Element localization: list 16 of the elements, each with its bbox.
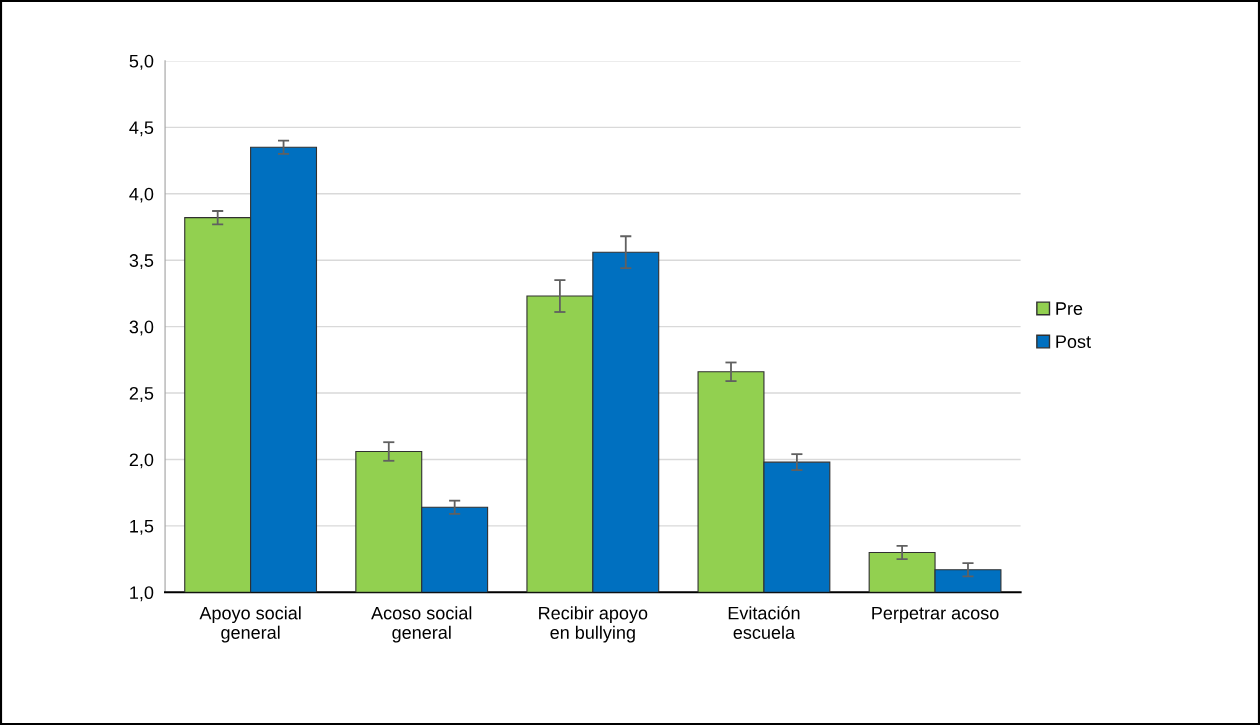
y-tick-label: 4,0 xyxy=(129,187,154,203)
y-tick-label: 2,5 xyxy=(129,386,154,402)
y-tick-label: 5,0 xyxy=(129,54,154,70)
x-tick-label: Acoso social general xyxy=(371,606,472,643)
y-tick-label: 1,5 xyxy=(130,520,154,535)
x-tick-label: Apoyo social general xyxy=(199,606,301,643)
x-tick-label: Evitación escuela xyxy=(728,606,800,639)
x-tick-label: Perpetrar acoso xyxy=(872,606,999,624)
x-tick-label: Recibir apoyo en bullying xyxy=(539,606,648,643)
legend-label: Pre xyxy=(1056,302,1083,315)
y-tick-label: 1,0 xyxy=(130,586,154,602)
y-tick-label: 4,5 xyxy=(129,121,154,137)
y-tick-label: 2,0 xyxy=(129,453,154,469)
y-tick-label: 3,5 xyxy=(129,254,154,270)
legend-label: Post xyxy=(1056,335,1091,348)
y-tick-label: 3,0 xyxy=(129,320,154,336)
